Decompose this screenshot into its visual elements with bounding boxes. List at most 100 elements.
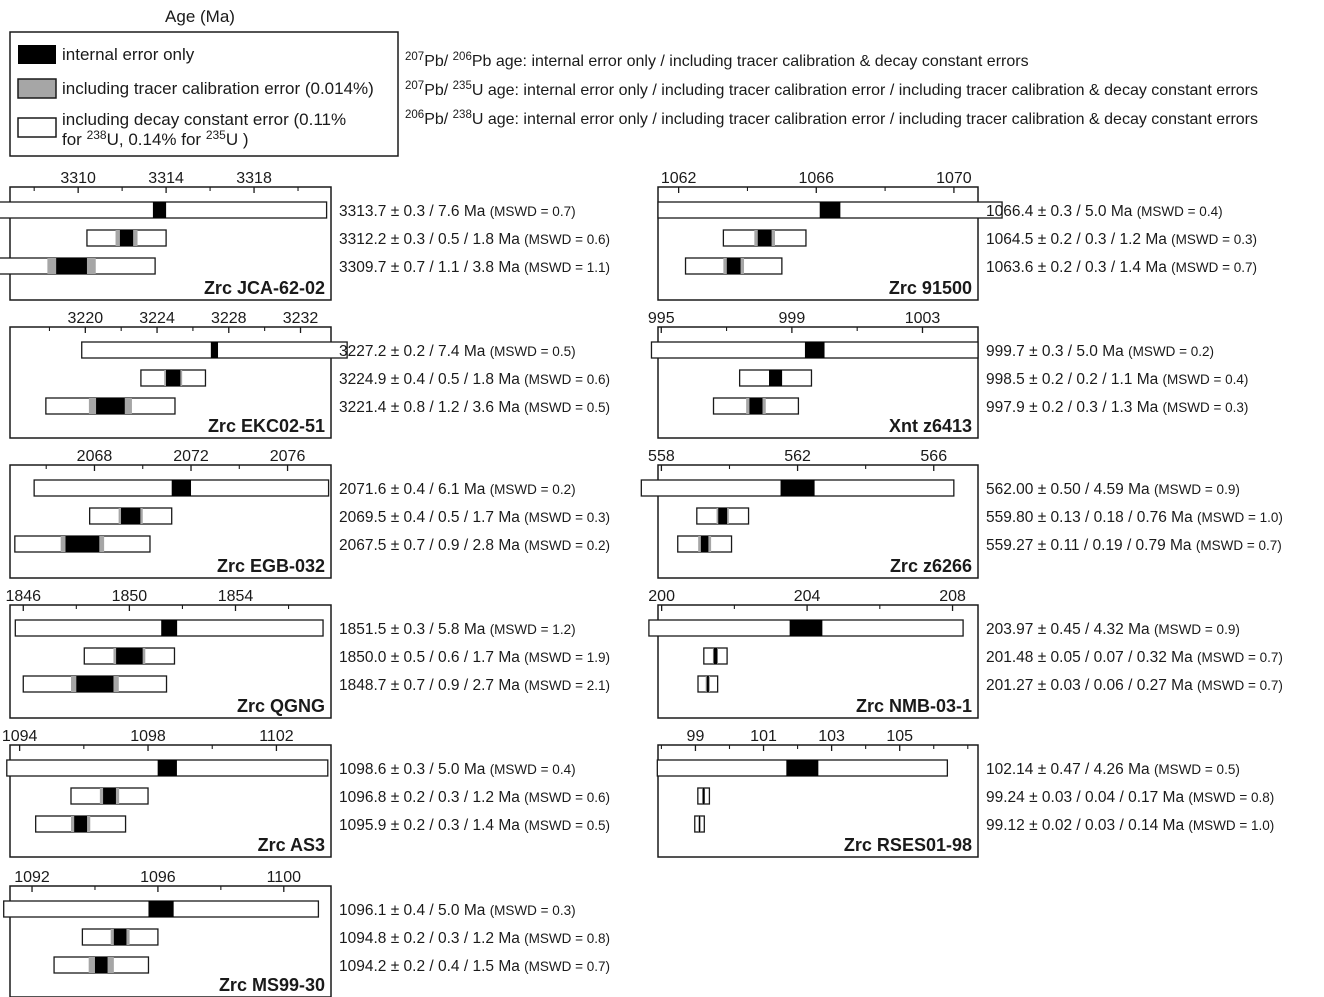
tick-label: 1070 bbox=[936, 170, 972, 187]
note-pb206-u238: 206Pb/ 238U age: internal error only / i… bbox=[405, 109, 1258, 128]
legend-swatch-decay bbox=[17, 117, 57, 138]
tick-label: 2072 bbox=[173, 448, 209, 465]
panel-frame bbox=[9, 464, 332, 579]
legend-label-decay-line2: for 238U, 0.14% for 235U ) bbox=[62, 128, 249, 149]
note-pb207-pb206: 207Pb/ 206Pb age: internal error only / … bbox=[405, 51, 1029, 70]
panel-frame bbox=[657, 326, 979, 439]
sample-label: Zrc EKC02-51 bbox=[208, 416, 325, 436]
tick-label: 2068 bbox=[77, 448, 113, 465]
tick-label: 1100 bbox=[267, 869, 302, 886]
tick-label: 101 bbox=[750, 728, 777, 745]
tick-label: 3232 bbox=[283, 310, 319, 327]
panel-zrc-jca-62-02: 3310 3314 3318 3313.7 ± 0.3 / 7.6 Ma (MSWD … bbox=[0, 170, 610, 301]
age-value-label: 3313.7 ± 0.3 / 7.6 Ma (MSWD = 0.7) bbox=[339, 203, 576, 220]
bar-internal-error bbox=[700, 536, 709, 552]
panel-frame bbox=[657, 744, 979, 858]
bar-internal-error bbox=[56, 258, 87, 274]
sample-label: Zrc MS99-30 bbox=[219, 975, 325, 995]
age-value-label: 999.7 ± 0.3 / 5.0 Ma (MSWD = 0.2) bbox=[986, 343, 1214, 360]
legend-label-tracer: including tracer calibration error (0.01… bbox=[62, 79, 374, 98]
panel-zrc-ms99-30: 1092 1096 1100 1096.1 ± 0.4 / 5.0 Ma (MSWD … bbox=[3, 869, 610, 997]
sample-label: Zrc AS3 bbox=[258, 835, 325, 855]
bar-internal-error bbox=[804, 342, 825, 358]
tick-label: 3224 bbox=[139, 310, 175, 327]
sample-label: Zrc RSES01-98 bbox=[844, 835, 972, 855]
age-value-label: 1848.7 ± 0.7 / 0.9 / 2.7 Ma (MSWD = 2.1) bbox=[339, 677, 610, 694]
tick-label: 200 bbox=[648, 588, 675, 605]
age-value-label: 997.9 ± 0.2 / 0.3 / 1.3 Ma (MSWD = 0.3) bbox=[986, 399, 1248, 416]
tick-label: 3310 bbox=[60, 170, 96, 187]
tick-label: 999 bbox=[779, 310, 806, 327]
tick-label: 1102 bbox=[259, 728, 294, 745]
bar-internal-error bbox=[713, 648, 718, 664]
age-value-label: 3224.9 ± 0.4 / 0.5 / 1.8 Ma (MSWD = 0.6) bbox=[339, 371, 610, 388]
tick-label: 558 bbox=[648, 448, 675, 465]
bar-internal-error bbox=[789, 620, 823, 636]
age-value-label: 1850.0 ± 0.5 / 0.6 / 1.7 Ma (MSWD = 1.9) bbox=[339, 649, 610, 666]
bar-internal-error bbox=[706, 676, 709, 692]
bar-internal-error bbox=[757, 230, 772, 246]
legend-label-internal: internal error only bbox=[62, 45, 195, 64]
age-value-label: 99.12 ± 0.02 / 0.03 / 0.14 Ma (MSWD = 1.… bbox=[986, 817, 1274, 834]
age-value-label: 201.27 ± 0.03 / 0.06 / 0.27 Ma (MSWD = 0… bbox=[986, 677, 1283, 694]
tick-label: 1092 bbox=[14, 869, 50, 886]
notes: 207Pb/ 206Pb age: internal error only / … bbox=[405, 51, 1258, 128]
age-value-label: 1066.4 ± 0.3 / 5.0 Ma (MSWD = 0.4) bbox=[986, 203, 1223, 220]
panel-zrc-rses01-98: 99 101 103 105 102.14 ± 0.47 / 4.26 Ma (MSWD… bbox=[656, 728, 1274, 858]
age-value-label: 102.14 ± 0.47 / 4.26 Ma (MSWD = 0.5) bbox=[986, 761, 1240, 778]
tick-label: 1094 bbox=[2, 728, 38, 745]
bar-internal-error bbox=[152, 202, 167, 218]
panel-zrc-as3: 1094 1098 1102 1098.6 ± 0.3 / 5.0 Ma (MSWD … bbox=[2, 728, 610, 858]
panel-zrc-ekc02-51: 3220 3224 3228 3232 3227.2 ± 0.2 / 7.4 Ma (M… bbox=[9, 310, 610, 439]
bar-internal-error bbox=[210, 342, 219, 358]
bar-internal-error bbox=[749, 398, 763, 414]
tick-label: 1096 bbox=[140, 869, 176, 886]
panel-zrc-nmb-03-1: 200 204 208 203.97 ± 0.45 / 4.32 Ma (MSWD =… bbox=[648, 588, 1283, 719]
age-value-label: 3227.2 ± 0.2 / 7.4 Ma (MSWD = 0.5) bbox=[339, 343, 576, 360]
sample-label: Zrc 91500 bbox=[889, 278, 972, 298]
tick-label: 103 bbox=[818, 728, 845, 745]
tick-label: 1098 bbox=[130, 728, 166, 745]
age-value-label: 559.27 ± 0.11 / 0.19 / 0.79 Ma (MSWD = 0… bbox=[986, 537, 1282, 554]
panel-frame bbox=[9, 885, 332, 997]
panel-zrc-z6266: 558 562 566 562.00 ± 0.50 / 4.59 Ma (MSWD =… bbox=[640, 448, 1283, 579]
bar-internal-error bbox=[171, 480, 192, 496]
bar-internal-error bbox=[103, 788, 116, 804]
age-value-label: 562.00 ± 0.50 / 4.59 Ma (MSWD = 0.9) bbox=[986, 481, 1240, 498]
age-value-label: 203.97 ± 0.45 / 4.32 Ma (MSWD = 0.9) bbox=[986, 621, 1240, 638]
legend-swatch-internal bbox=[18, 45, 56, 64]
tick-label: 995 bbox=[648, 310, 675, 327]
sample-label: Zrc JCA-62-02 bbox=[204, 278, 325, 298]
panel-frame bbox=[657, 604, 979, 719]
sample-panels: 3310 3314 3318 3313.7 ± 0.3 / 7.6 Ma (MSWD … bbox=[0, 170, 1283, 997]
tick-label: 3220 bbox=[68, 310, 104, 327]
bar-internal-error bbox=[65, 536, 100, 552]
figure-title: Age (Ma) bbox=[165, 7, 235, 26]
legend: internal error only including tracer cal… bbox=[9, 31, 399, 157]
age-value-label: 998.5 ± 0.2 / 0.2 / 1.1 Ma (MSWD = 0.4) bbox=[986, 371, 1248, 388]
tick-label: 1066 bbox=[798, 170, 834, 187]
bar-internal-error bbox=[74, 816, 88, 832]
tick-label: 204 bbox=[794, 588, 821, 605]
bar-internal-error bbox=[166, 370, 181, 386]
panel-frame bbox=[657, 464, 979, 579]
legend-swatch-tracer bbox=[17, 78, 57, 99]
sample-label: Xnt z6413 bbox=[889, 416, 972, 436]
age-value-label: 3309.7 ± 0.7 / 1.1 / 3.8 Ma (MSWD = 1.1) bbox=[339, 259, 610, 276]
age-value-label: 1094.8 ± 0.2 / 0.3 / 1.2 Ma (MSWD = 0.8) bbox=[339, 930, 610, 947]
sample-label: Zrc z6266 bbox=[890, 556, 972, 576]
age-value-label: 2071.6 ± 0.4 / 6.1 Ma (MSWD = 0.2) bbox=[339, 481, 576, 498]
bar-internal-error bbox=[157, 760, 177, 776]
age-value-label: 559.80 ± 0.13 / 0.18 / 0.76 Ma (MSWD = 1… bbox=[986, 509, 1283, 526]
panel-frame bbox=[657, 186, 979, 301]
bar-internal-error bbox=[116, 648, 143, 664]
tick-label: 3314 bbox=[148, 170, 184, 187]
sample-label: Zrc EGB-032 bbox=[217, 556, 325, 576]
tick-label: 1854 bbox=[218, 588, 254, 605]
note-pb207-u235: 207Pb/ 235U age: internal error only / i… bbox=[405, 80, 1258, 99]
panel-frame bbox=[9, 326, 332, 439]
age-value-label: 3312.2 ± 0.3 / 0.5 / 1.8 Ma (MSWD = 0.6) bbox=[339, 231, 610, 248]
bar-internal-error bbox=[698, 816, 701, 832]
tick-label: 3228 bbox=[211, 310, 247, 327]
age-value-label: 1064.5 ± 0.2 / 0.3 / 1.2 Ma (MSWD = 0.3) bbox=[986, 231, 1257, 248]
